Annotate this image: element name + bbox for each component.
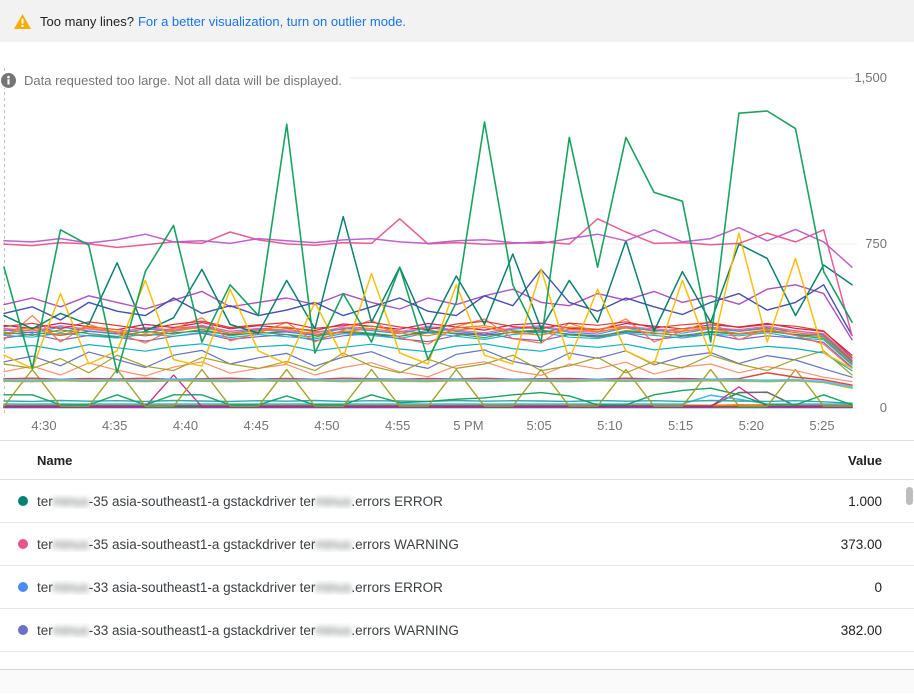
series-name: terminus-35 asia-southeast1-a gstackdriv…: [37, 493, 443, 509]
chart-section: 1,500 750 0 4:30 4:35 4:40 4:45 4:50 4:55 5 PM 5:0…: [0, 42, 914, 440]
x-axis-tick-label: 5:10: [597, 418, 622, 433]
legend-rows: terminus-35 asia-southeast1-a gstackdriv…: [0, 480, 914, 652]
series-value: 0: [874, 579, 882, 595]
series-color-dot: [18, 582, 28, 592]
x-axis-tick-label: 4:40: [173, 418, 198, 433]
series-color-dot: [18, 496, 28, 506]
table-scrollbar-thumb[interactable]: [906, 487, 913, 505]
notice-text: Data requested too large. Not all data w…: [24, 73, 342, 88]
x-axis-tick-label: 5:15: [668, 418, 693, 433]
series-color-dot: [18, 539, 28, 549]
series-color-dot: [18, 625, 28, 635]
series-value: 382.00: [840, 622, 882, 638]
y-axis-tick-label: 0: [880, 400, 887, 415]
series-name: terminus-33 asia-southeast1-a gstackdriv…: [37, 622, 459, 638]
x-axis-tick-label: 5:20: [739, 418, 764, 433]
data-too-large-notice: Data requested too large. Not all data w…: [1, 73, 350, 88]
partial-row: [0, 652, 914, 670]
x-axis-tick-label: 4:35: [102, 418, 127, 433]
legend-table: Name Value terminus-35 asia-southeast1-a…: [0, 440, 914, 693]
legend-table-header: Name Value: [0, 441, 914, 480]
series-value: 1.000: [848, 493, 882, 509]
chart-plot-area[interactable]: 1,500 750 0 4:30 4:35 4:40 4:45 4:50 4:55 5 PM 5:0…: [0, 42, 914, 440]
x-axis-tick-label: 4:45: [244, 418, 269, 433]
footer-strip: [0, 670, 914, 693]
series-name: terminus-35 asia-southeast1-a gstackdriv…: [37, 536, 459, 552]
banner-text: Too many lines?: [40, 13, 134, 29]
series-name: terminus-33 asia-southeast1-a gstackdriv…: [37, 579, 443, 595]
outlier-mode-link[interactable]: For a better visualization, turn on outl…: [137, 13, 407, 29]
x-axis-tick-label: 5 PM: [453, 418, 483, 433]
column-header-name: Name: [37, 452, 73, 468]
x-axis-tick-label: 4:30: [31, 418, 56, 433]
x-axis-tick-label: 5:05: [526, 418, 551, 433]
table-row[interactable]: terminus-33 asia-southeast1-a gstackdriv…: [0, 566, 914, 609]
y-axis-tick-label: 750: [865, 236, 887, 251]
column-header-value: Value: [848, 452, 882, 468]
table-row[interactable]: terminus-33 asia-southeast1-a gstackdriv…: [0, 609, 914, 652]
table-row[interactable]: terminus-35 asia-southeast1-a gstackdriv…: [0, 480, 914, 523]
x-axis-tick-label: 4:55: [385, 418, 410, 433]
x-axis-tick-label: 5:25: [809, 418, 834, 433]
info-icon: [1, 73, 16, 88]
series-value: 373.00: [840, 536, 882, 552]
y-axis-tick-label: 1,500: [854, 70, 887, 85]
outlier-warning-banner: Too many lines? For a better visualizati…: [0, 0, 914, 42]
warning-icon: [14, 13, 31, 29]
x-axis-tick-label: 4:50: [314, 418, 339, 433]
table-row[interactable]: terminus-35 asia-southeast1-a gstackdriv…: [0, 523, 914, 566]
